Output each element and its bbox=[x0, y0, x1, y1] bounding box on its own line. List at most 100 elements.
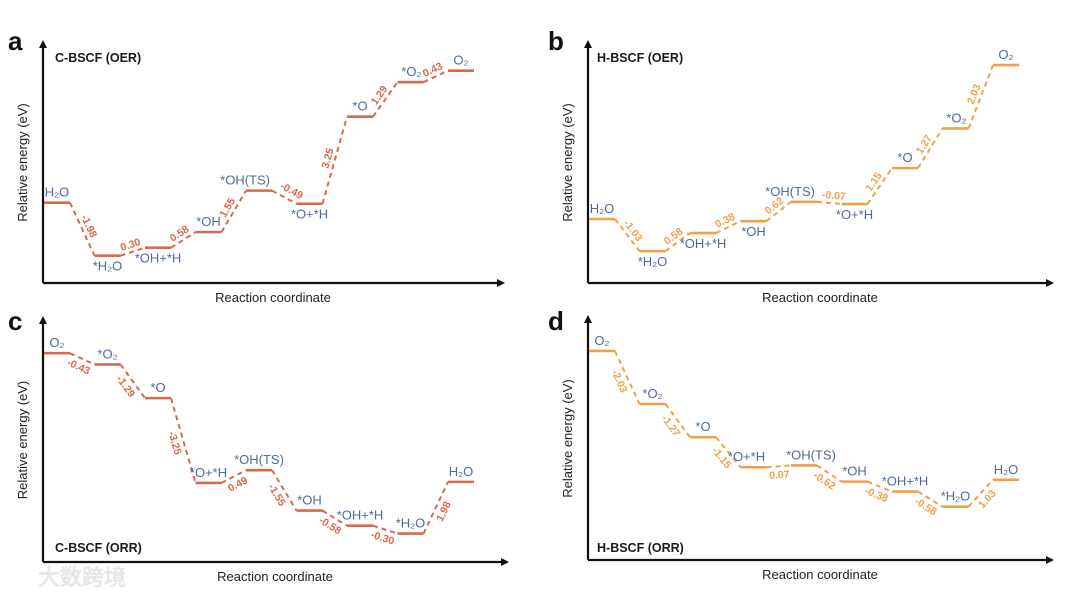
transition-connector bbox=[614, 218, 641, 252]
species-label: *O bbox=[150, 380, 165, 395]
species-label: *OH+*H bbox=[135, 251, 182, 266]
energy-change-label: -0.58 bbox=[912, 495, 939, 518]
y-axis-label: Relative energy (eV) bbox=[15, 103, 30, 222]
x-axis-label: Reaction coordinate bbox=[217, 569, 333, 584]
transition-connector bbox=[867, 480, 893, 493]
transition-connector bbox=[917, 490, 944, 508]
species-label: *H₂O bbox=[93, 259, 123, 274]
x-axis-label: Reaction coordinate bbox=[762, 567, 878, 582]
transition-connector bbox=[120, 246, 146, 257]
panel-letter: c bbox=[8, 306, 22, 336]
species-label: H₂O bbox=[994, 462, 1019, 477]
species-label: H₂O bbox=[449, 464, 474, 479]
transition-connector bbox=[69, 202, 96, 257]
species-label: *O₂ bbox=[946, 110, 966, 125]
x-axis-label: Reaction coordinate bbox=[762, 290, 878, 305]
transition-connector bbox=[220, 190, 247, 233]
panel-letter: b bbox=[548, 26, 564, 56]
energy-change-label: 1.29 bbox=[369, 83, 391, 107]
species-label: O₂ bbox=[49, 335, 64, 350]
panel-b: b H-BSCF (OER) Relative energy (eV) Reactio… bbox=[548, 26, 1054, 305]
species-label: O₂ bbox=[998, 47, 1013, 62]
transition-connector bbox=[967, 479, 994, 508]
species-label: O₂ bbox=[453, 53, 468, 68]
panel-title: C-BSCF (OER) bbox=[55, 51, 141, 65]
transition-connector bbox=[816, 200, 842, 206]
panel-d: d H-BSCF (ORR) Relative energy (eV) Reactio… bbox=[548, 306, 1054, 582]
panel-title: C-BSCF (ORR) bbox=[55, 541, 142, 555]
panel-letter: a bbox=[8, 26, 23, 56]
transition-connector bbox=[967, 64, 994, 129]
species-label: *OH bbox=[741, 224, 766, 239]
species-label: *O+*H bbox=[728, 449, 765, 464]
species-label: *OH(TS) bbox=[786, 447, 836, 462]
transition-connector bbox=[715, 436, 742, 468]
transition-connector bbox=[119, 363, 146, 399]
transition-connector bbox=[766, 464, 792, 469]
transition-connector bbox=[221, 469, 247, 484]
panel-c: c C-BSCF (ORR) Relative energy (eV) Reactio… bbox=[8, 306, 509, 584]
transition-connector bbox=[170, 397, 197, 484]
energy-change-label: 1.03 bbox=[976, 488, 999, 511]
energy-change-label: -1.98 bbox=[78, 213, 99, 240]
transition-connector bbox=[321, 116, 348, 205]
species-label: *O bbox=[352, 99, 367, 114]
energy-change-label: 0.49 bbox=[226, 474, 250, 494]
energy-change-label: 0.07 bbox=[769, 469, 790, 483]
species-label: H₂O bbox=[45, 185, 70, 200]
species-label: *O+*H bbox=[291, 207, 328, 222]
panel-letter: d bbox=[548, 306, 564, 336]
panel-title: H-BSCF (OER) bbox=[597, 51, 683, 65]
energy-change-label: 1.98 bbox=[434, 500, 454, 524]
transition-connector bbox=[423, 69, 449, 84]
energy-change-label: -1.27 bbox=[659, 413, 683, 440]
species-label: *OH(TS) bbox=[765, 184, 815, 199]
species-label: *OH bbox=[297, 493, 322, 508]
transition-connector bbox=[372, 81, 399, 118]
species-label: *O bbox=[897, 150, 912, 165]
energy-change-label: 3.25 bbox=[319, 147, 336, 170]
species-label: *OH+*H bbox=[882, 474, 929, 489]
transition-connector bbox=[321, 509, 348, 527]
species-label: *O₂ bbox=[97, 346, 117, 361]
species-label: *H₂O bbox=[941, 489, 971, 504]
energy-change-label: -2.03 bbox=[609, 368, 630, 395]
species-label: *O+*H bbox=[836, 207, 873, 222]
transition-connector bbox=[271, 189, 297, 205]
y-axis-label: Relative energy (eV) bbox=[560, 103, 575, 222]
transition-connector bbox=[917, 127, 944, 169]
energy-change-label: -1.55 bbox=[265, 482, 288, 509]
y-axis-label: Relative energy (eV) bbox=[15, 381, 30, 500]
transition-connector bbox=[715, 220, 741, 234]
species-label: *OH(TS) bbox=[220, 173, 270, 188]
species-label: *OH(TS) bbox=[234, 452, 284, 467]
energy-change-label: -1.29 bbox=[114, 373, 138, 400]
energy-change-label: -0.43 bbox=[65, 357, 92, 378]
species-label: *OH bbox=[842, 464, 867, 479]
panel-a: a C-BSCF (OER) Relative energy (eV) Reactio… bbox=[8, 26, 505, 305]
species-label: *O₂ bbox=[401, 64, 421, 79]
panel-title: H-BSCF (ORR) bbox=[597, 541, 684, 555]
x-axis-label: Reaction coordinate bbox=[215, 290, 331, 305]
species-label: *H₂O bbox=[638, 254, 668, 269]
energy-change-label: -0.62 bbox=[811, 469, 838, 492]
transition-connector bbox=[614, 350, 641, 405]
transition-connector bbox=[816, 464, 843, 483]
transition-connector bbox=[271, 469, 298, 512]
transition-connector bbox=[664, 403, 691, 438]
energy-change-label: -1.03 bbox=[621, 218, 645, 244]
species-label: *O+*H bbox=[190, 465, 227, 480]
watermark: 大数跨境 bbox=[38, 565, 126, 591]
species-label: *H₂O bbox=[396, 516, 426, 531]
species-label: H₂O bbox=[590, 201, 615, 216]
energy-change-label: 1.15 bbox=[863, 170, 885, 194]
transition-connector bbox=[372, 524, 398, 535]
species-label: *OH+*H bbox=[337, 508, 384, 523]
species-label: *OH bbox=[196, 214, 221, 229]
species-label: *OH+*H bbox=[680, 236, 727, 251]
transition-connector bbox=[866, 167, 893, 205]
y-axis-label: Relative energy (eV) bbox=[560, 379, 575, 498]
transition-connector bbox=[422, 481, 449, 534]
transition-connector bbox=[170, 231, 197, 249]
